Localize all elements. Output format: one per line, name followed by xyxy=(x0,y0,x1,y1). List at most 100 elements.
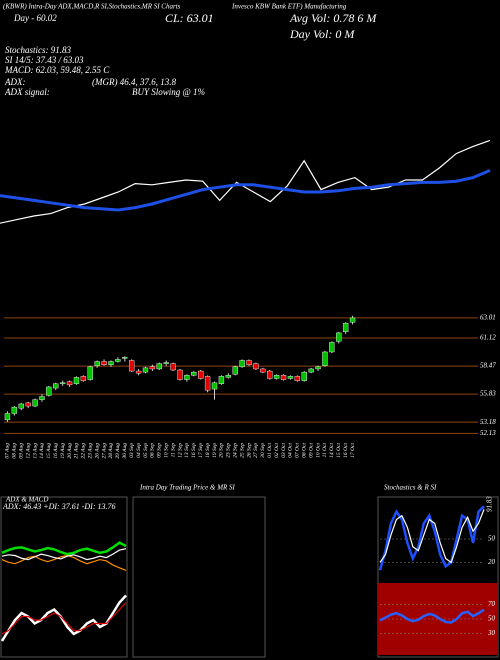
candle-body xyxy=(87,366,93,380)
candle-body xyxy=(177,369,183,380)
series-line xyxy=(379,509,485,564)
candle-body xyxy=(315,366,321,370)
header-text: Invesco KBW Bank ETF) Manufacturing xyxy=(231,3,347,11)
x-tick-label: 03 Oct xyxy=(281,443,287,458)
candle-body xyxy=(329,342,335,353)
candle-body xyxy=(232,366,238,375)
x-tick-label: 20 Aug xyxy=(67,443,73,459)
candle-body xyxy=(273,375,280,379)
x-tick-label: 10 Sep xyxy=(163,443,169,458)
candle-body xyxy=(32,399,38,407)
candle-body xyxy=(115,359,121,362)
x-tick-label: 28 Aug xyxy=(108,443,114,459)
x-tick-label: 06 Sep xyxy=(150,443,156,458)
x-tick-label: 08 Aug xyxy=(12,443,18,459)
x-tick-label: 20 Sep xyxy=(219,443,225,458)
x-tick-label: 02 Oct xyxy=(274,443,280,458)
y-tick-label: 63.01 xyxy=(480,314,496,322)
x-tick-label: 30 Aug xyxy=(122,443,128,460)
annotation: 91.83 xyxy=(486,496,494,512)
header-text: MACD: 62.03, 59.48, 2.55 C xyxy=(4,65,110,75)
y-tick-label: 50 xyxy=(488,535,496,543)
x-tick-label: 17 Sep xyxy=(198,443,204,458)
candle-body xyxy=(267,370,273,379)
candle-body xyxy=(122,357,128,359)
x-tick-label: 16 Sep xyxy=(191,443,197,458)
candle-body xyxy=(80,376,87,381)
x-tick-label: 27 Aug xyxy=(101,443,107,459)
candle-body xyxy=(101,361,107,365)
candle-body xyxy=(239,360,245,368)
y-tick-label: 30 xyxy=(487,629,496,637)
x-tick-label: 23 Sep xyxy=(226,443,232,458)
candle-body xyxy=(191,371,197,376)
x-tick-label: 22 Aug xyxy=(81,443,87,459)
y-tick-label: 50 xyxy=(488,615,496,623)
x-tick-label: 15 Oct xyxy=(336,443,342,458)
x-tick-label: 05 Sep xyxy=(143,443,149,458)
y-tick-label: 55.83 xyxy=(480,390,496,398)
y-tick-label: 70 xyxy=(488,600,496,608)
adx-panel-frame xyxy=(0,496,128,658)
x-tick-label: 18 Sep xyxy=(205,443,211,458)
series-line xyxy=(1,602,127,635)
header-text: (KBWR) Intra-Day ADX,MACD,R SI,Stochasti… xyxy=(3,3,181,11)
x-tick-label: 25 Sep xyxy=(239,443,245,458)
candle-body xyxy=(25,402,31,407)
candle-body xyxy=(184,375,190,380)
x-tick-label: 09 Aug xyxy=(19,443,25,459)
y-tick-label: 61.12 xyxy=(480,334,496,342)
candle-body xyxy=(156,363,162,370)
x-tick-label: 03 Sep xyxy=(129,443,135,458)
candle-body xyxy=(135,370,142,374)
candle-body xyxy=(46,386,52,396)
candle-body xyxy=(198,370,204,379)
x-tick-label: 11 Sep xyxy=(170,443,176,458)
candle-body xyxy=(253,363,259,370)
x-tick-label: 13 Sep xyxy=(184,443,190,458)
candle-body xyxy=(204,376,211,391)
candle-body xyxy=(322,351,328,366)
x-tick-label: 04 Sep xyxy=(135,443,142,458)
candle-body xyxy=(94,361,100,366)
series-line xyxy=(1,541,127,556)
x-tick-label: 19 Aug xyxy=(60,443,66,459)
x-tick-label: 12 Aug xyxy=(25,443,31,459)
candle-body xyxy=(4,413,11,421)
candle-body xyxy=(301,371,307,381)
candle-body xyxy=(211,382,218,390)
header-text: ADX signal: xyxy=(4,87,50,97)
x-tick-label: 16 Aug xyxy=(53,443,59,459)
header-text: ADX: xyxy=(4,77,26,87)
candle-body xyxy=(342,323,349,333)
candle-body xyxy=(11,406,18,414)
x-tick-label: 26 Sep xyxy=(246,443,252,458)
x-tick-label: 07 Oct xyxy=(295,443,301,458)
x-tick-label: 16 Oct xyxy=(343,443,349,458)
x-tick-label: 23 Aug xyxy=(88,443,94,459)
y-tick-label: 20 xyxy=(488,558,496,566)
x-tick-label: 10 Oct xyxy=(315,443,321,458)
header-text: Day - 60.02 xyxy=(13,13,57,23)
candle-body xyxy=(280,375,287,380)
header-text: Avg Vol: 0.78 6 M xyxy=(289,11,377,25)
x-tick-label: 29 Aug xyxy=(115,443,121,459)
header-text: (MGR) 46.4, 37.6, 13.8 xyxy=(92,77,176,87)
candle-body xyxy=(308,368,314,373)
candle-body xyxy=(18,403,24,409)
candle-body xyxy=(260,368,266,373)
x-tick-label: 27 Sep xyxy=(253,443,259,458)
candle-body xyxy=(128,360,135,372)
x-tick-label: 19 Sep xyxy=(212,443,218,458)
candle-body xyxy=(246,360,252,365)
candle-body xyxy=(66,381,73,386)
header-text: Day Vol: 0 M xyxy=(289,27,355,41)
intraday-panel-frame xyxy=(132,496,266,658)
x-tick-label: 09 Sep xyxy=(157,443,163,458)
x-tick-label: 12 Sep xyxy=(177,443,183,458)
x-tick-label: 09 Oct xyxy=(308,443,314,458)
series-line xyxy=(1,554,127,572)
candle-body xyxy=(39,396,45,400)
panel-subtitle: ADX: 46.43 +DI: 37.61 -DI: 13.76 xyxy=(2,502,116,511)
